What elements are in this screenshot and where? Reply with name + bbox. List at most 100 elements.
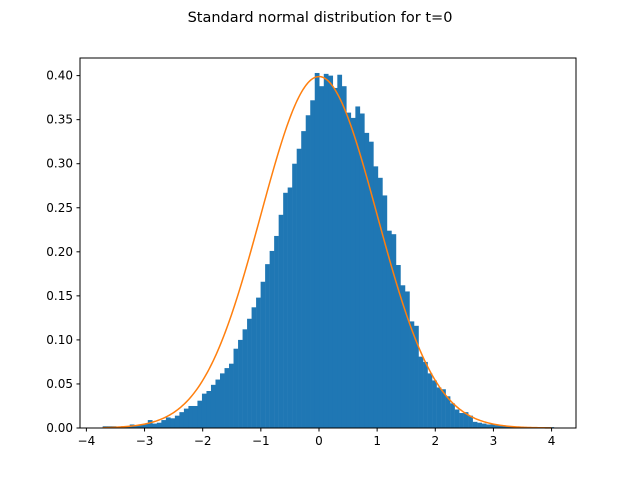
histogram-bar xyxy=(238,339,243,428)
y-tick-label: 0.20 xyxy=(46,245,73,259)
histogram-bar xyxy=(220,373,225,428)
histogram-bar xyxy=(386,230,392,428)
histogram-bar xyxy=(224,368,230,428)
histogram-bar xyxy=(499,425,505,428)
pdf-curve xyxy=(102,75,552,429)
histogram-bar xyxy=(423,361,428,428)
y-tick-label: 0.35 xyxy=(46,113,73,127)
histogram-bars xyxy=(102,72,555,429)
plot-frame xyxy=(79,57,577,429)
histogram-bar xyxy=(477,422,482,428)
histogram-bar xyxy=(328,75,334,429)
histogram-bar xyxy=(134,425,140,428)
histogram-bar xyxy=(459,413,464,428)
histogram-bar xyxy=(292,163,297,428)
histogram-bar xyxy=(441,389,446,428)
histogram-bar xyxy=(201,393,207,428)
histogram-bar xyxy=(445,396,451,428)
histogram-bar xyxy=(319,86,325,428)
histogram-bar xyxy=(278,214,284,428)
histogram-bar xyxy=(490,424,496,428)
histogram-bar xyxy=(454,409,460,428)
histogram-bar xyxy=(355,106,361,428)
histogram-bar xyxy=(269,250,275,428)
histogram-bar xyxy=(395,265,401,428)
histogram-bar xyxy=(432,380,437,428)
histogram-bar xyxy=(377,177,383,428)
y-tick-label: 0.00 xyxy=(46,421,73,435)
histogram-bar xyxy=(364,132,370,428)
histogram-bar xyxy=(314,72,320,428)
histogram-bar xyxy=(472,421,478,428)
x-tick-label: 4 xyxy=(548,434,556,448)
histogram-bar xyxy=(427,373,433,428)
histogram-bar xyxy=(486,424,491,428)
histogram-bar xyxy=(310,100,315,428)
histogram-bar xyxy=(337,74,343,429)
histogram-bar xyxy=(183,408,189,428)
y-tick-label: 0.40 xyxy=(46,69,73,83)
histogram-bar xyxy=(138,424,144,428)
histogram-bar xyxy=(152,423,158,428)
x-tick-label: 2 xyxy=(431,434,439,448)
histogram-bar xyxy=(400,285,406,428)
histogram-bar xyxy=(359,113,365,428)
histogram-bar xyxy=(210,384,216,428)
histogram-bar xyxy=(450,403,455,428)
histogram-bar xyxy=(197,400,203,428)
y-axis-ticks: 0.00 0.05 0.10 0.15 0.20 0.25 0.30 0.35 0.40 xyxy=(46,69,80,435)
histogram-bar xyxy=(350,117,356,429)
histogram-bar xyxy=(233,348,239,428)
histogram-bar xyxy=(296,148,302,429)
histogram-bar xyxy=(247,318,252,428)
histogram-bar xyxy=(301,131,306,428)
histogram-bar xyxy=(495,425,500,428)
histogram-bar xyxy=(143,423,149,428)
x-tick-label: −2 xyxy=(194,434,212,448)
histogram-bar xyxy=(323,73,329,429)
histogram-bar xyxy=(463,412,469,428)
pdf-curve-group xyxy=(102,75,552,429)
y-tick-label: 0.25 xyxy=(46,201,73,215)
chart-title: Standard normal distribution for t=0 xyxy=(188,10,453,26)
histogram-bar xyxy=(274,235,279,428)
histogram-bar xyxy=(174,415,180,428)
histogram-bar xyxy=(265,264,270,428)
histogram-bar xyxy=(481,423,487,428)
histogram-bar xyxy=(391,234,397,428)
histogram-bar xyxy=(418,356,424,428)
histogram-bar xyxy=(341,86,347,428)
histogram-bar xyxy=(382,195,388,428)
histogram-bar xyxy=(161,420,167,428)
histogram-bar xyxy=(414,325,419,428)
x-tick-label: 1 xyxy=(373,434,381,448)
histogram-bar xyxy=(229,363,234,428)
y-tick-label: 0.15 xyxy=(46,289,73,303)
histogram-bar xyxy=(206,391,212,428)
histogram-bar xyxy=(332,87,338,428)
histogram-bar xyxy=(165,417,171,428)
histogram-bar xyxy=(188,405,194,428)
histogram-bar xyxy=(283,192,288,428)
histogram-bar xyxy=(368,141,374,428)
x-tick-label: 0 xyxy=(315,434,323,448)
histogram-bar xyxy=(260,281,266,428)
histogram-bar xyxy=(409,321,415,428)
histogram-bar xyxy=(405,291,410,428)
histogram-bar xyxy=(147,420,153,428)
x-tick-label: −4 xyxy=(78,434,96,448)
axes xyxy=(79,57,577,429)
histogram-bar xyxy=(346,112,352,429)
histogram-bar xyxy=(504,426,510,428)
histogram-bar xyxy=(179,412,185,428)
histogram-bar xyxy=(305,115,311,428)
histogram-bar xyxy=(256,297,261,428)
y-tick-label: 0.10 xyxy=(46,333,73,347)
histogram-bar xyxy=(373,166,379,429)
x-axis-ticks: −4 −3 −2 −1 0 1 2 3 4 xyxy=(78,428,556,448)
x-tick-label: −3 xyxy=(136,434,154,448)
y-tick-label: 0.30 xyxy=(46,157,73,171)
histogram-bar xyxy=(251,307,257,428)
histogram-bar xyxy=(192,405,198,428)
